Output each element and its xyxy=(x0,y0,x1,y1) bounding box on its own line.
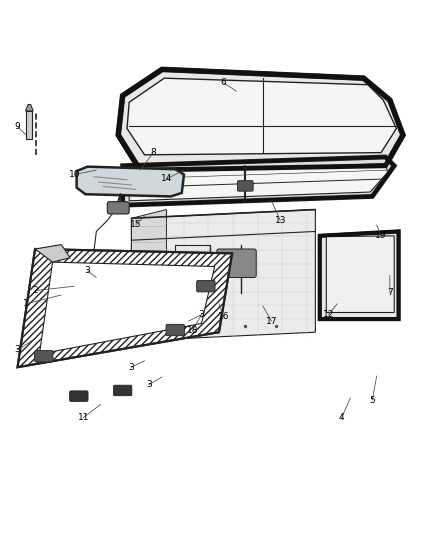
Polygon shape xyxy=(131,209,166,341)
Polygon shape xyxy=(123,157,394,205)
FancyBboxPatch shape xyxy=(113,385,132,395)
Text: 14: 14 xyxy=(161,174,172,183)
Text: 3: 3 xyxy=(14,345,21,354)
FancyBboxPatch shape xyxy=(107,201,129,214)
FancyBboxPatch shape xyxy=(166,324,184,336)
Polygon shape xyxy=(77,167,184,197)
Text: 1: 1 xyxy=(23,299,29,308)
FancyBboxPatch shape xyxy=(197,280,215,292)
Polygon shape xyxy=(25,104,33,111)
Text: 9: 9 xyxy=(14,122,21,131)
FancyBboxPatch shape xyxy=(237,181,253,191)
Text: 15: 15 xyxy=(130,220,141,229)
FancyBboxPatch shape xyxy=(35,351,53,362)
Text: 19: 19 xyxy=(375,231,387,240)
Text: 3: 3 xyxy=(85,266,91,276)
Polygon shape xyxy=(39,262,215,354)
Text: 13: 13 xyxy=(275,216,286,225)
Text: 5: 5 xyxy=(369,395,375,405)
Text: 2: 2 xyxy=(32,286,38,295)
Text: 6: 6 xyxy=(220,78,226,87)
Text: 10: 10 xyxy=(69,170,80,179)
Text: 3: 3 xyxy=(128,363,134,372)
Text: 17: 17 xyxy=(266,317,277,326)
Text: 12: 12 xyxy=(323,310,334,319)
FancyBboxPatch shape xyxy=(217,249,256,278)
Text: 8: 8 xyxy=(150,148,156,157)
Polygon shape xyxy=(35,245,70,262)
Polygon shape xyxy=(18,249,232,367)
Text: 7: 7 xyxy=(387,288,393,297)
Text: 3: 3 xyxy=(198,310,205,319)
Polygon shape xyxy=(129,164,388,201)
Polygon shape xyxy=(131,209,315,341)
Text: 18: 18 xyxy=(187,326,198,335)
Text: 3: 3 xyxy=(146,380,152,389)
Polygon shape xyxy=(26,111,32,140)
Polygon shape xyxy=(127,78,396,155)
Polygon shape xyxy=(320,231,399,319)
Polygon shape xyxy=(118,69,403,170)
Text: 11: 11 xyxy=(78,413,89,422)
Polygon shape xyxy=(326,236,394,312)
Text: 16: 16 xyxy=(218,312,229,321)
FancyBboxPatch shape xyxy=(70,391,88,401)
Text: 4: 4 xyxy=(339,413,344,422)
